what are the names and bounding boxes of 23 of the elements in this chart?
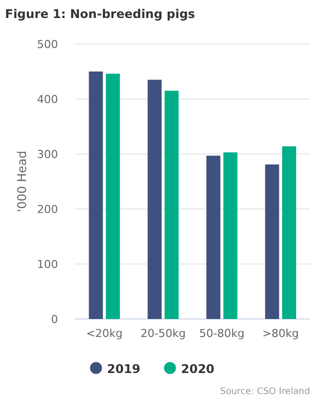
x-tick-label: 50-80kg <box>199 327 245 340</box>
bar <box>164 90 179 319</box>
x-tick-label: 20-50kg <box>140 327 186 340</box>
x-tick-label: <20kg <box>86 327 123 340</box>
x-tick-label: >80kg <box>262 327 299 340</box>
y-tick-label: 100 <box>37 258 58 271</box>
y-axis-title: '000 Head <box>15 150 29 212</box>
source-note: Source: CSO Ireland <box>220 387 310 397</box>
y-tick-label: 0 <box>51 313 58 326</box>
bar <box>206 156 220 319</box>
legend-label: 2019 <box>107 362 140 376</box>
bar <box>265 164 280 319</box>
y-tick-label: 400 <box>37 93 58 106</box>
legend-label: 2020 <box>181 362 214 376</box>
chart-title: Figure 1: Non-breeding pigs <box>5 7 196 21</box>
bar <box>148 80 162 319</box>
y-tick-label: 500 <box>37 38 58 51</box>
bar <box>106 74 120 319</box>
bar <box>223 152 238 319</box>
y-tick-label: 300 <box>37 148 58 161</box>
bar <box>88 72 103 319</box>
y-tick-label: 200 <box>37 203 58 216</box>
bar <box>282 146 296 319</box>
